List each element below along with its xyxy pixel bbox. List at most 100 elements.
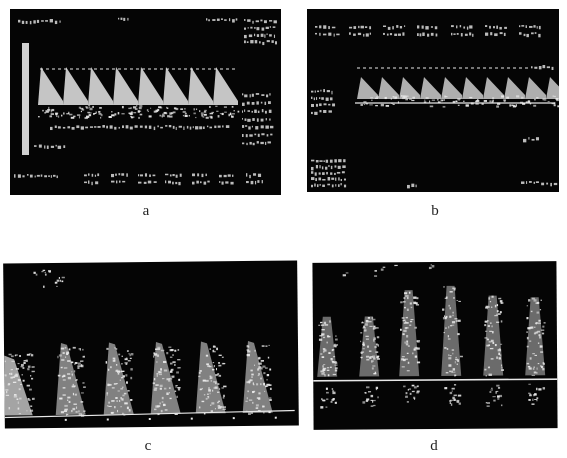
- waveform-cycle: [88, 67, 113, 105]
- overlay-text: [456, 25, 458, 29]
- waveform-cycle: [504, 77, 525, 99]
- reverse-flow-speckle: [407, 389, 409, 391]
- overlay-text: [41, 20, 44, 22]
- spectral-speckle: [269, 387, 272, 391]
- waveform-speckle: [457, 98, 461, 100]
- spectral-speckle: [335, 344, 339, 346]
- waveform-speckle: [492, 97, 495, 100]
- overlay-text: [125, 125, 129, 129]
- overlay-text: [38, 144, 42, 148]
- waveform-speckle: [56, 115, 58, 117]
- spectral-speckle: [455, 374, 457, 376]
- overlay-text: [245, 134, 248, 138]
- spectral-speckle: [130, 376, 133, 380]
- waveform-speckle: [425, 97, 429, 100]
- spectral-speckle: [526, 316, 529, 320]
- spectral-speckle: [108, 401, 110, 404]
- waveform-speckle: [170, 112, 174, 115]
- waveform-speckle: [138, 107, 142, 110]
- spectral-speckle: [416, 297, 419, 300]
- spectral-speckle: [74, 361, 78, 364]
- overlay-text: [417, 33, 419, 37]
- overlay-text: [534, 32, 537, 34]
- spectral-speckle: [539, 345, 543, 348]
- spectral-speckle: [489, 322, 492, 324]
- spectral-speckle: [21, 374, 23, 376]
- spectral-speckle: [330, 358, 333, 361]
- overlay-text: [183, 126, 185, 130]
- reverse-flow-speckle: [334, 401, 337, 404]
- waveform-speckle: [437, 101, 440, 104]
- spectral-speckle: [526, 345, 529, 348]
- spectral-speckle: [64, 404, 68, 407]
- waveform-cycle: [63, 67, 88, 105]
- overlay-text: [528, 181, 532, 183]
- overlay-text: [499, 26, 502, 30]
- overlay-text: [329, 159, 333, 163]
- spectral-speckle: [9, 372, 11, 375]
- overlay-text: [21, 20, 25, 24]
- spectral-speckle: [160, 349, 165, 352]
- waveform-speckle: [475, 100, 480, 103]
- overlay-text: [349, 26, 353, 29]
- spectral-speckle: [217, 401, 219, 404]
- spectral-speckle: [20, 363, 24, 367]
- overlay-text: [469, 25, 473, 29]
- overlay-text: [221, 181, 224, 185]
- overlay-text: [59, 20, 61, 23]
- artifact-speckle: [374, 275, 378, 277]
- overlay-text: [266, 33, 268, 36]
- spectral-envelope: [441, 285, 462, 376]
- spectral-speckle: [487, 320, 489, 322]
- overlay-text: [22, 175, 25, 178]
- reverse-flow-speckle: [405, 395, 408, 398]
- overlay-text: [389, 33, 393, 36]
- overlay-text: [254, 27, 256, 29]
- spectral-speckle: [174, 390, 177, 393]
- reverse-flow-speckle: [451, 387, 455, 390]
- waveform-speckle: [80, 107, 84, 110]
- waveform-cycle: [357, 77, 378, 99]
- reverse-flow-speckle: [538, 388, 542, 391]
- spectral-speckle: [66, 413, 68, 416]
- spectral-speckle: [488, 344, 491, 347]
- spectral-speckle: [169, 356, 173, 358]
- spectral-speckle: [206, 363, 209, 366]
- spectral-speckle: [160, 368, 163, 371]
- spectral-speckle: [528, 326, 533, 329]
- overlay-text: [319, 165, 321, 169]
- waveform-speckle: [556, 99, 559, 102]
- baseline: [313, 378, 558, 382]
- waveform-speckle: [76, 114, 81, 116]
- overlay-text: [179, 173, 182, 177]
- waveform-speckle: [98, 113, 102, 115]
- spectral-speckle: [59, 397, 63, 400]
- waveform-cycle: [163, 67, 188, 105]
- spectral-speckle: [454, 318, 458, 320]
- artifact-speckle: [59, 279, 61, 282]
- overlay-text: [97, 126, 101, 128]
- spectral-speckle: [455, 319, 458, 323]
- spectral-speckle: [363, 329, 367, 332]
- waveform-speckle: [469, 96, 473, 99]
- overlay-text: [225, 125, 230, 128]
- overlay-text: [195, 126, 199, 130]
- overlay-text: [260, 118, 264, 122]
- spectral-speckle: [62, 387, 66, 389]
- reverse-flow-speckle: [534, 398, 538, 401]
- waveform-speckle: [48, 106, 50, 110]
- spectral-speckle: [219, 387, 221, 390]
- waveform-speckle: [392, 103, 395, 105]
- spectral-speckle: [153, 377, 156, 381]
- overlay-text: [84, 181, 87, 184]
- waveform-speckle: [511, 104, 514, 106]
- waveform-speckle: [384, 96, 387, 100]
- waveform-speckle: [95, 111, 97, 114]
- overlay-text: [328, 165, 330, 167]
- waveform-speckle: [93, 113, 95, 115]
- reverse-flow-speckle: [495, 390, 499, 393]
- overlay-text: [178, 181, 181, 186]
- overlay-text: [435, 33, 438, 37]
- overlay-text: [29, 174, 33, 178]
- overlay-text: [189, 126, 192, 130]
